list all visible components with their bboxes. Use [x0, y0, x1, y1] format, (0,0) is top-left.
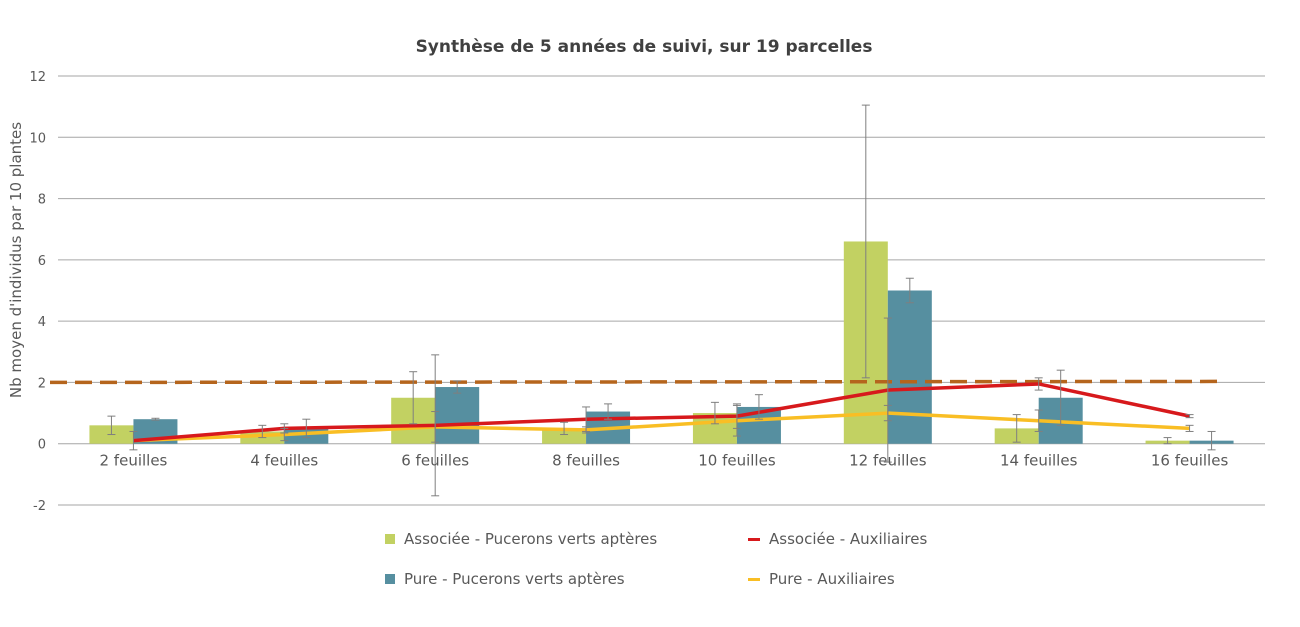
y-axis-label: Nb moyen d'individus par 10 plantes [7, 122, 25, 398]
error-bars [107, 104, 1216, 497]
reference-line [49, 379, 1226, 385]
legend-label: Associée - Pucerons verts aptères [404, 530, 658, 548]
x-tick-label: 6 feuilles [401, 452, 469, 470]
y-tick-label: 4 [38, 315, 46, 330]
y-tick-label: 0 [38, 438, 46, 453]
legend-swatch [385, 574, 395, 584]
legend-item-associee-auxiliaires: Associée - Auxiliaires [748, 530, 927, 548]
bar [542, 428, 587, 444]
legend-label: Pure - Pucerons verts aptères [404, 570, 625, 588]
x-tick-label: 2 feuilles [100, 452, 168, 470]
series-line [133, 382, 1190, 443]
legend-item-associee-pucerons: Associée - Pucerons verts aptères [385, 530, 657, 548]
gridlines [58, 75, 1265, 506]
y-tick-label: 10 [29, 131, 46, 146]
threshold-line [49, 379, 1226, 385]
series-line [133, 411, 1190, 443]
bar [435, 387, 480, 444]
x-tick-labels: 2 feuilles 4 feuilles 6 feuilles 8 feuilles… [100, 452, 1229, 470]
legend-swatch [748, 537, 760, 541]
legend-item-pure-auxiliaires: Pure - Auxiliaires [748, 570, 895, 588]
series-lines [133, 382, 1190, 443]
x-tick-label: 14 feuilles [1000, 452, 1078, 470]
y-tick-label: 8 [38, 193, 46, 208]
legend-label: Associée - Auxiliaires [769, 530, 928, 548]
y-tick-label: 12 [29, 70, 46, 85]
y-tick-label: 2 [38, 376, 46, 391]
legend-label: Pure - Auxiliaires [769, 570, 895, 588]
bar [887, 290, 932, 444]
x-tick-label: 4 feuilles [250, 452, 318, 470]
legend-swatch [748, 577, 760, 581]
y-tick-label: 6 [38, 254, 46, 269]
bars [89, 241, 1234, 444]
legend-swatch [385, 534, 395, 544]
x-tick-label: 10 feuilles [698, 452, 776, 470]
x-tick-label: 8 feuilles [552, 452, 620, 470]
chart-title: Synthèse de 5 années de suivi, sur 19 pa… [416, 37, 873, 57]
x-tick-label: 12 feuilles [849, 452, 927, 470]
y-tick-labels: -2 0 2 4 6 8 10 12 [29, 70, 46, 514]
x-tick-label: 16 feuilles [1151, 452, 1229, 470]
legend-item-pure-pucerons: Pure - Pucerons verts aptères [385, 570, 625, 588]
y-tick-label: -2 [33, 499, 46, 514]
